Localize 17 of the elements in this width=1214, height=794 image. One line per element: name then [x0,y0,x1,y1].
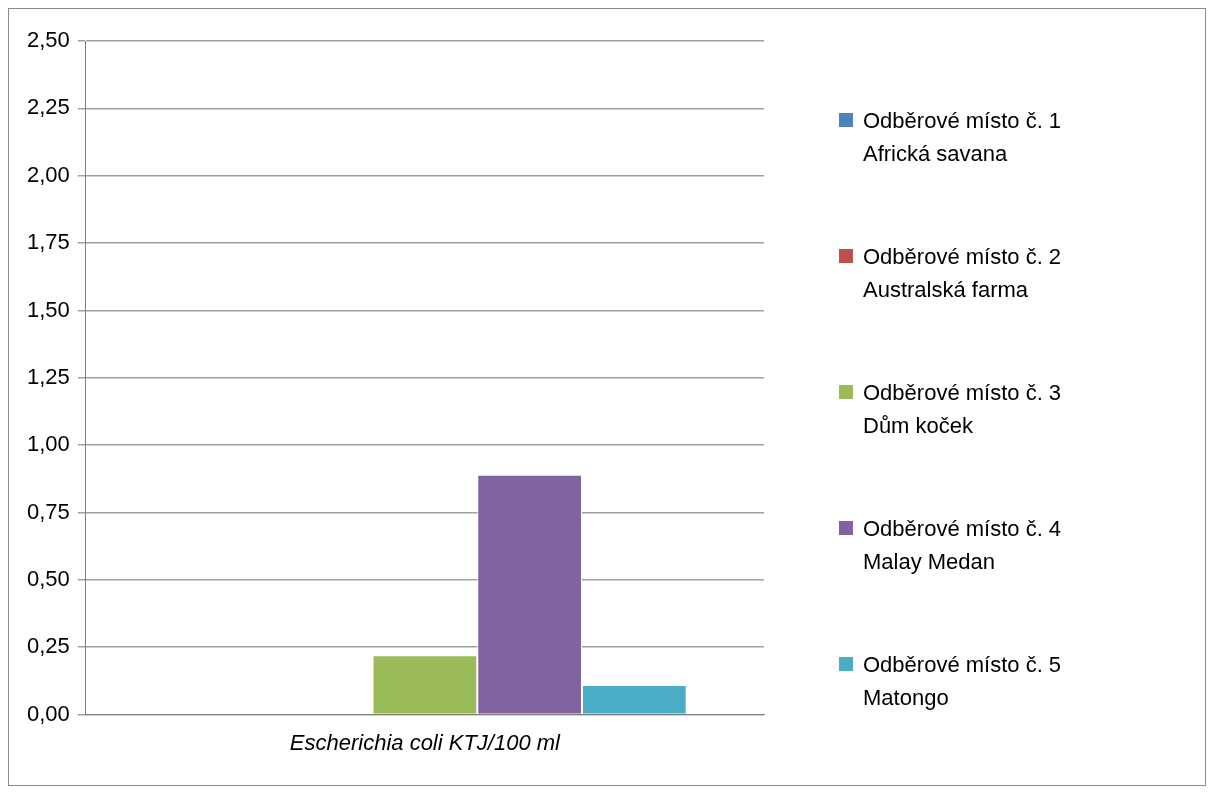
y-tick-label: 1,50 [26,296,70,322]
y-tick-label: 1,00 [26,431,70,457]
y-tick-label: 0,75 [26,498,70,524]
legend-label: Odběrové místo č. 3 Dům koček [863,379,1063,440]
y-tick-label: 0,25 [26,633,70,659]
y-tick-label: 0,00 [26,700,70,726]
y-tick-label: 0,50 [26,565,70,591]
legend-label: Odběrové místo č. 1 Africká savana [863,107,1063,168]
y-tick-label: 1,75 [26,229,70,255]
y-tick-label: 2,50 [26,27,70,53]
x-tick-label: Escherichia coli KTJ/100 ml [289,729,562,755]
y-tick-label: 1,25 [26,363,70,389]
legend-label: Odběrové místo č. 4 Malay Medan [863,515,1063,576]
y-tick-label: 2,00 [26,161,70,187]
legend-label: Odběrové místo č. 2 Australská farma [863,243,1063,304]
legend-label: Odběrové místo č. 5 Matongo [863,651,1063,712]
y-tick-label: 2,25 [26,94,70,120]
